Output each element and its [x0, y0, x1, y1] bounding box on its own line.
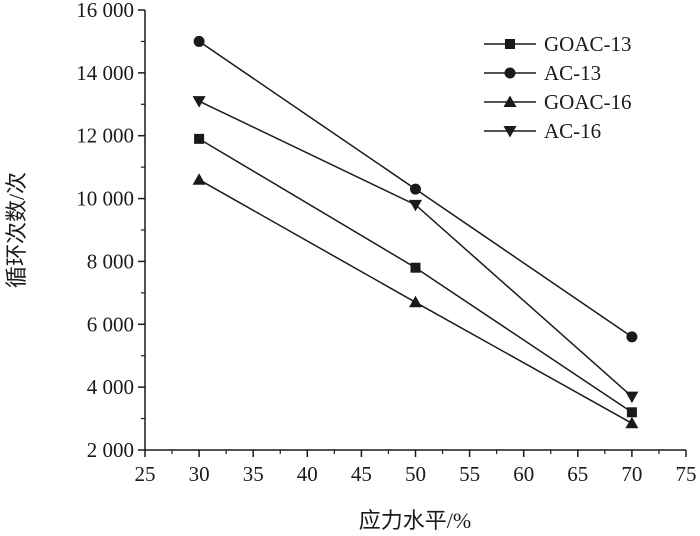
x-tick-label: 50 [405, 462, 426, 486]
x-tick-label: 30 [189, 462, 210, 486]
series-goac-16 [192, 173, 639, 429]
axes: 2 000 4 000 6 000 8 000 10 000 12 000 14 000 16… [76, 0, 696, 486]
legend-label: AC-16 [544, 119, 601, 143]
x-axis-title: 应力水平/% [359, 508, 471, 533]
data-point-ac-13 [193, 35, 205, 47]
series-ac-16 [192, 96, 639, 404]
legend-item-ac-16: AC-16 [484, 119, 601, 143]
x-tick-label: 75 [676, 462, 697, 486]
x-tick-label: 55 [459, 462, 480, 486]
legend-marker [505, 39, 515, 49]
data-point-goac-16 [625, 416, 639, 429]
y-tick-label: 8 000 [87, 249, 134, 273]
data-point-goac-16 [409, 295, 422, 308]
y-tick-label: 4 000 [87, 375, 134, 399]
y-axis-title: 循环次数/次 [4, 172, 29, 288]
y-tick-label: 12 000 [76, 124, 134, 148]
y-tick-label: 6 000 [87, 312, 134, 336]
x-tick-label: 40 [297, 462, 318, 486]
data-point-ac-13 [410, 183, 421, 195]
y-tick-label: 16 000 [76, 0, 134, 22]
legend-label: GOAC-16 [544, 90, 632, 114]
legend: GOAC-13 AC-13 GOAC-16 AC-16 [484, 32, 632, 143]
y-tick-label: 2 000 [87, 438, 134, 462]
x-tick-label: 25 [135, 462, 156, 486]
legend-item-ac-13: AC-13 [484, 61, 601, 85]
data-point-ac-16 [409, 199, 422, 212]
y-tick-label: 10 000 [76, 187, 134, 211]
data-point-ac-16 [625, 391, 639, 404]
legend-marker [503, 95, 517, 107]
series-line-goac-13 [198, 138, 633, 413]
legend-marker [503, 126, 517, 138]
series-layer [192, 35, 639, 429]
legend-item-goac-16: GOAC-16 [484, 90, 632, 114]
series-goac-13 [194, 133, 637, 418]
legend-item-goac-13: GOAC-13 [484, 32, 632, 56]
x-tick-label: 35 [243, 462, 264, 486]
x-tick-label: 70 [621, 462, 642, 486]
data-point-ac-16 [192, 96, 206, 108]
x-tick-label: 65 [567, 462, 588, 486]
legend-label: AC-13 [544, 61, 601, 85]
legend-label: GOAC-13 [544, 32, 632, 56]
legend-marker [504, 67, 516, 79]
y-tick-label: 14 000 [76, 61, 134, 85]
x-tick-label: 45 [351, 462, 372, 486]
data-point-goac-16 [192, 173, 206, 185]
data-point-goac-13 [626, 407, 637, 418]
series-line-ac-16 [198, 100, 633, 398]
data-point-goac-13 [194, 133, 205, 144]
series-ac-13 [193, 35, 638, 343]
x-tick-label: 60 [513, 462, 534, 486]
data-point-ac-13 [626, 331, 638, 343]
data-point-goac-13 [410, 262, 421, 273]
